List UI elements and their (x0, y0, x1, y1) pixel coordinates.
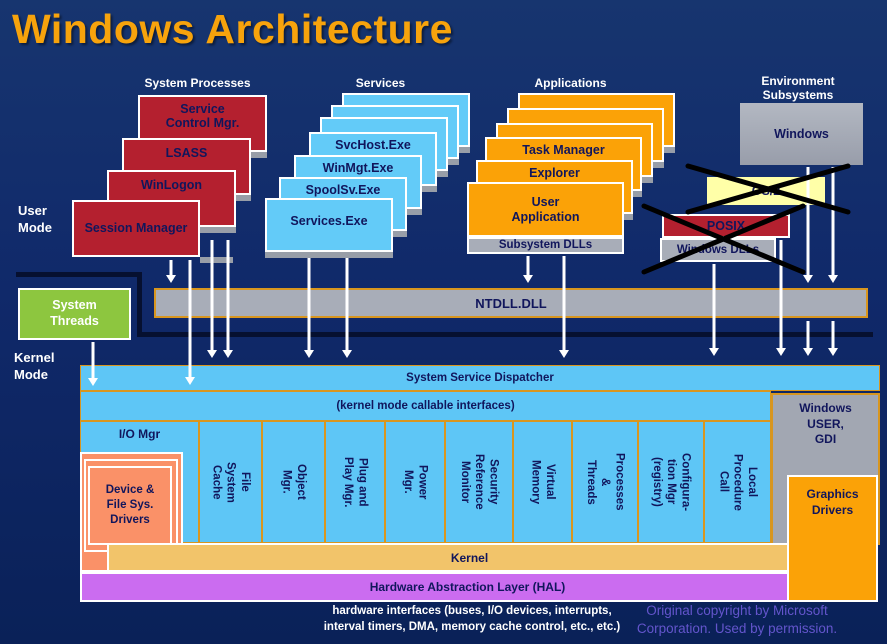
mode-divider-segment (137, 272, 142, 337)
header-environment-subsystems: Environment Subsystems (761, 74, 835, 103)
subsystem-dlls-box: Subsystem DLLs (467, 237, 624, 254)
kernel-cell-virtual-memory: Virtual Memory (513, 421, 572, 543)
kernel-cell-processes-threads: Processes & Threads (572, 421, 638, 543)
mode-divider-segment (16, 272, 142, 277)
kernel-interfaces-bar: (kernel mode callable interfaces) (80, 391, 771, 421)
user-mode-label: User Mode (18, 203, 52, 235)
header-applications: Applications (534, 76, 607, 90)
kernel-cell-security-reference-monitor: Security Reference Monitor (445, 421, 513, 543)
kernel-cell-local-procedure-call: Local Procedure Call (704, 421, 771, 543)
hardware-interfaces-caption: hardware interfaces (buses, I/O devices,… (323, 605, 621, 633)
env-box-windows: Windows (740, 103, 863, 165)
copyright-note: Original copyright by Microsoft Corporat… (636, 603, 838, 636)
kernel-cell-label: Local Procedure Call (717, 453, 759, 511)
env-box-posix: POSIX (662, 214, 790, 238)
service-box-services-exe: Services.Exe (265, 198, 393, 252)
kernel-cell-label: Processes & Threads (584, 453, 626, 511)
kernel-cell-label: Object Mgr. (280, 464, 307, 500)
graphics-drivers-box: Graphics Drivers (787, 475, 878, 602)
kernel-cell-configuration-mgr: Configura- tion Mgr (registry) (638, 421, 704, 543)
kernel-bar: Kernel (107, 543, 832, 572)
system-service-dispatcher-bar: System Service Dispatcher (80, 365, 880, 391)
device-drivers-box: Device & File Sys. Drivers (88, 466, 172, 545)
system-threads-box: System Threads (18, 288, 131, 340)
hal-bar: Hardware Abstraction Layer (HAL) (80, 572, 855, 602)
page-title: Windows Architecture (12, 6, 453, 52)
kernel-cell-label: Virtual Memory (529, 459, 556, 505)
kernel-cell-plug-and-play-mgr: Plug and Play Mgr. (325, 421, 385, 543)
mode-divider-segment (137, 332, 873, 337)
process-box-session-manager: Session Manager (72, 200, 200, 257)
header-services: Services (355, 76, 406, 90)
ntdll-bar: NTDLL.DLL (154, 288, 868, 318)
kernel-cell-label: Security Reference Monitor (458, 454, 500, 510)
kernel-cell-label: Power Mgr. (402, 464, 429, 500)
stack-shadow (200, 257, 233, 263)
kernel-cell-file-system-cache: File System Cache (199, 421, 262, 543)
env-box-windows-dlls: Windows DLLs (660, 238, 776, 262)
kernel-cell-object-mgr: Object Mgr. (262, 421, 325, 543)
app-box-user-application: User Application (467, 182, 624, 237)
header-system-processes: System Processes (144, 76, 251, 90)
stack-shadow (265, 252, 393, 258)
kernel-mode-label: Kernel Mode (14, 350, 55, 382)
kernel-cell-label: Configura- tion Mgr (registry) (650, 452, 692, 512)
kernel-cell-label: Plug and Play Mgr. (342, 456, 369, 508)
kernel-cell-power-mgr: Power Mgr. (385, 421, 445, 543)
kernel-cell-label: File System Cache (210, 461, 252, 503)
env-box-os2: OS/2 (707, 177, 825, 205)
